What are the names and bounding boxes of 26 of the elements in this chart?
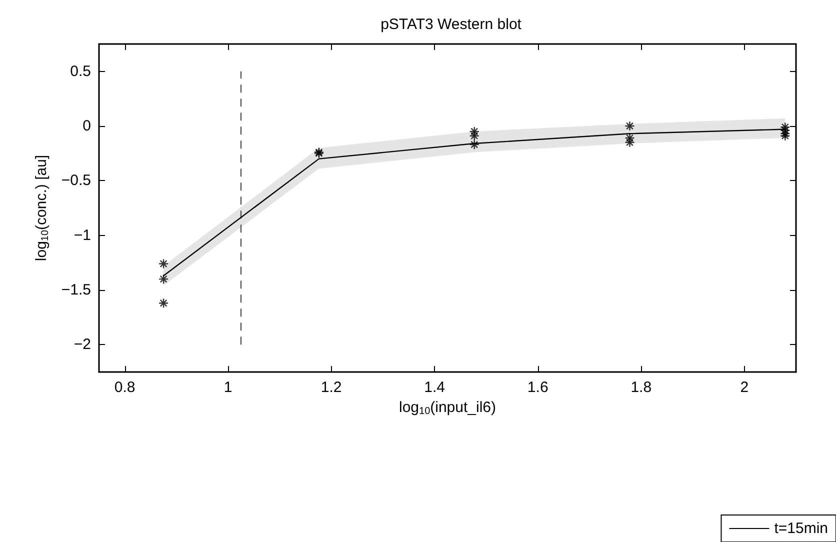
x-tick-label: 0.8	[114, 379, 136, 396]
x-tick-label: 1.8	[630, 379, 652, 396]
y-tick-label: −2	[74, 336, 91, 354]
point	[624, 137, 635, 148]
chart-title: pSTAT3 Western blot	[380, 16, 522, 33]
point	[469, 139, 480, 150]
x-tick-label: 1	[224, 379, 232, 396]
y-axis-title: log10(conc.) [au]	[32, 154, 51, 262]
point	[780, 122, 790, 132]
legend-label: t=15min	[774, 520, 828, 537]
point	[780, 125, 790, 136]
x-tick-label: 2	[740, 379, 749, 396]
y-tick-label: −0.5	[61, 172, 91, 190]
point	[624, 132, 635, 144]
point	[158, 298, 169, 308]
point	[624, 120, 635, 132]
point	[469, 126, 480, 137]
y-tick-label: −1.5	[61, 282, 91, 298]
y-tick-label: 0.5	[70, 62, 91, 80]
x-tick-label: 1.6	[527, 379, 548, 396]
x-tick-label: 1.2	[320, 379, 342, 396]
y-tick-label: 0	[82, 118, 91, 134]
x-tick-label: 1.4	[424, 379, 446, 396]
y-tick-label: −1	[74, 226, 91, 244]
point	[158, 258, 169, 269]
point	[469, 130, 480, 141]
